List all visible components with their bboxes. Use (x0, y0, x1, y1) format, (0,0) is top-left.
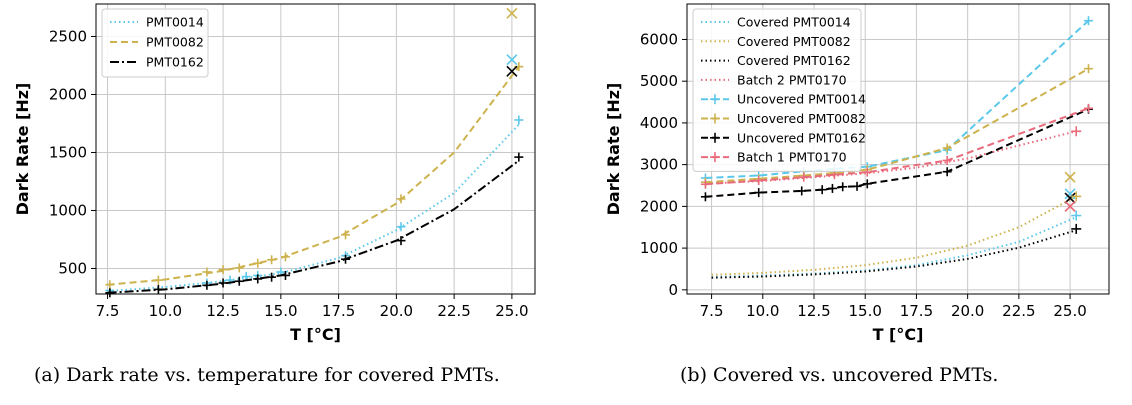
caption-a: (a) Dark rate vs. temperature for covere… (34, 364, 500, 386)
x-tick-label: 25.0 (1053, 302, 1086, 320)
x-tick-label: 15.0 (849, 302, 882, 320)
legend-label-0: Covered PMT0014 (737, 15, 851, 30)
y-tick-label: 1500 (49, 143, 87, 161)
legend-box (101, 8, 209, 78)
series-line-0 (107, 123, 520, 293)
y-tick-label: 1000 (640, 239, 678, 257)
x-tick-label: 15.0 (264, 302, 297, 320)
y-tick-label: 500 (58, 259, 87, 277)
x-tick-label: 20.0 (380, 302, 413, 320)
plot-frame (686, 3, 1110, 295)
chart-b: 7.5 10.0 12.5 15.0 17.5 20.0 22.5 25.0 0 1000 2000… (604, 3, 1110, 344)
x-tick-label: 7.5 (700, 302, 724, 320)
caption-b: (b) Covered vs. uncovered PMTs. (680, 364, 999, 386)
y-tick-label: 6000 (640, 30, 678, 48)
x-tick-label: 25.0 (495, 302, 528, 320)
x-tick-label: 17.5 (322, 302, 355, 320)
x-tick-label: 20.0 (951, 302, 984, 320)
outlier-point-2-stroke (506, 65, 518, 77)
series-line-6 (705, 108, 1089, 198)
x-tick-label: 22.5 (437, 302, 470, 320)
extra-point-1-stroke (1064, 188, 1076, 200)
legend-label-5: Uncovered PMT0082 (737, 111, 866, 126)
x-axis-label: T [°C] (290, 325, 341, 344)
y-tick-label: 2500 (49, 27, 87, 45)
extra-point-2-stroke (1064, 192, 1076, 204)
legend-label-3: Batch 2 PMT0170 (737, 72, 847, 87)
x-tick-label: 7.5 (96, 302, 120, 320)
legend-label-2: PMT0162 (146, 55, 204, 70)
y-tick-label: 1000 (49, 201, 87, 219)
x-tick-label: 10.0 (149, 302, 182, 320)
chart-a: 7.5 10.0 12.5 15.0 17.5 20.0 22.5 25.0 500 1000 15… (13, 3, 536, 344)
legend-label-2: Covered PMT0162 (737, 53, 851, 68)
legend-box (692, 8, 862, 172)
y-tick-label: 5000 (640, 72, 678, 90)
outlier-point-1-stroke (506, 7, 518, 19)
outlier-point-0-stroke (506, 54, 518, 66)
series-line-2 (107, 159, 520, 294)
series-line-2 (711, 229, 1077, 279)
series-line-1 (107, 65, 520, 286)
plot-frame (95, 3, 536, 295)
x-tick-label: 22.5 (1002, 302, 1035, 320)
y-axis-label: Dark Rate [Hz] (604, 83, 623, 216)
legend-label-7: Batch 1 PMT0170 (737, 150, 847, 165)
legend-label-1: Covered PMT0082 (737, 34, 851, 49)
y-tick-label: 4000 (640, 114, 678, 132)
legend-label-0: PMT0014 (146, 15, 204, 30)
series-line-1 (711, 195, 1077, 276)
extra-point-3-stroke (1064, 200, 1076, 212)
x-tick-label: 10.0 (746, 302, 779, 320)
legend-label-4: Uncovered PMT0014 (737, 92, 866, 107)
y-axis-label: Dark Rate [Hz] (13, 83, 32, 216)
y-tick-label: 2000 (640, 197, 678, 215)
x-tick-label: 12.5 (206, 302, 239, 320)
extra-point-0-stroke (1064, 171, 1076, 183)
y-tick-label: 0 (668, 281, 678, 299)
y-tick-label: 2000 (49, 85, 87, 103)
x-tick-label: 17.5 (900, 302, 933, 320)
x-axis-label: T [°C] (873, 325, 924, 344)
legend-label-1: PMT0082 (146, 35, 204, 50)
x-tick-label: 12.5 (797, 302, 830, 320)
y-tick-label: 3000 (640, 156, 678, 174)
legend-label-6: Uncovered PMT0162 (737, 130, 866, 145)
